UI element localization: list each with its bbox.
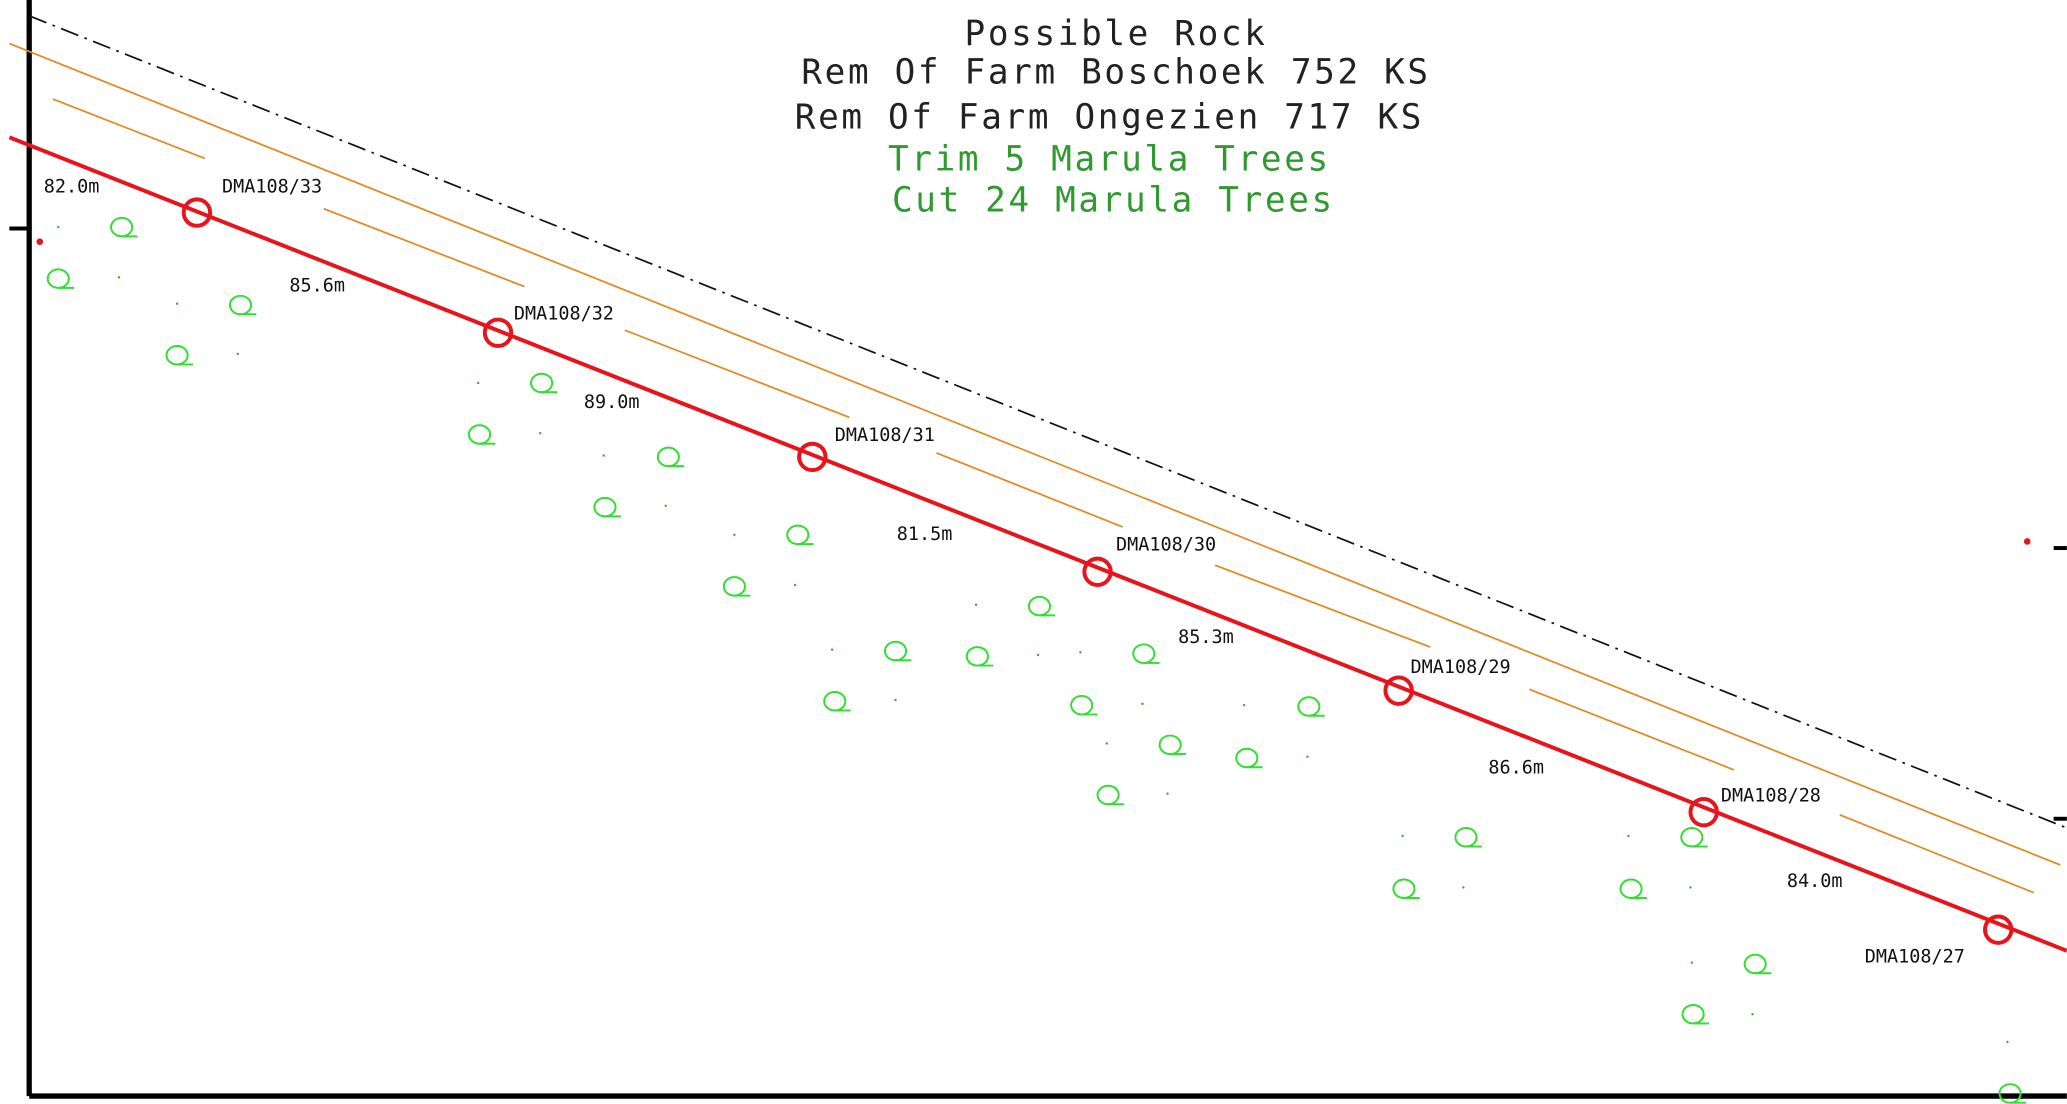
tree-dot xyxy=(539,431,542,435)
pole-label: DMA108/29 xyxy=(1411,657,1511,678)
tree xyxy=(786,524,814,546)
tree xyxy=(1619,878,1647,899)
servitude-segments xyxy=(52,98,2035,894)
header-line: Rem Of Farm Ongezien 717 KS xyxy=(795,97,1424,137)
note-line: Trim 5 Marula Trees xyxy=(888,140,1331,180)
servitude-line xyxy=(9,42,2061,866)
span-label: 85.3m xyxy=(1178,627,1234,648)
trees xyxy=(46,216,2026,1104)
tree-dot xyxy=(57,225,60,229)
tree-dot xyxy=(1036,653,1040,657)
pole-label: DMA108/30 xyxy=(1116,534,1216,555)
tree-dot xyxy=(236,352,240,356)
tree-dot xyxy=(793,583,797,587)
tree xyxy=(1235,747,1263,769)
tree xyxy=(1454,827,1482,848)
tree-dot xyxy=(1627,834,1630,838)
tree-dot xyxy=(1401,834,1404,838)
pole-label: DMA108/31 xyxy=(835,425,935,446)
tree-dot xyxy=(175,302,179,305)
note-line: Cut 24 Marula Trees xyxy=(892,181,1335,221)
tree-dot xyxy=(830,648,834,651)
tree xyxy=(1297,696,1325,717)
tree-dot xyxy=(974,603,978,607)
segment xyxy=(1214,564,1431,648)
segment xyxy=(1839,813,2035,894)
span-label: 86.6m xyxy=(1488,758,1544,779)
tree xyxy=(883,640,912,662)
segment xyxy=(1529,688,1735,771)
tree xyxy=(1027,595,1056,617)
tree xyxy=(1680,827,1708,848)
tree xyxy=(1743,953,1772,975)
pole xyxy=(1982,914,2014,945)
tree-dot xyxy=(1690,961,1693,964)
tree-dot xyxy=(1462,886,1465,889)
tree-dot xyxy=(1306,755,1309,758)
tree xyxy=(656,446,685,468)
tree-dot xyxy=(117,276,121,279)
tree xyxy=(165,345,193,366)
pole-label: DMA108/33 xyxy=(222,177,322,198)
header-line: Possible Rock xyxy=(965,14,1268,54)
tree-dot xyxy=(1079,651,1082,654)
tree xyxy=(1998,1083,2026,1104)
pole-label: DMA108/28 xyxy=(1721,785,1821,806)
tree-dot xyxy=(894,698,897,702)
poles: DMA108/33 DMA108/32 DMA108/31 DMA108/30 DMA1… xyxy=(44,177,2014,967)
span-label: 84.0m xyxy=(1787,871,1843,892)
tree xyxy=(722,576,751,597)
segment xyxy=(936,452,1123,528)
header: Possible Rock Rem Of Farm Boschoek 752 K… xyxy=(795,14,1430,221)
tree xyxy=(110,216,138,238)
tree-dot xyxy=(477,381,480,385)
tree-dot xyxy=(1105,742,1108,745)
span-label: 81.5m xyxy=(897,524,953,545)
pole xyxy=(1082,556,1113,587)
pole xyxy=(1383,675,1414,706)
tree-dot xyxy=(1166,792,1169,795)
tree-dot xyxy=(1689,886,1692,889)
tree-dot xyxy=(733,533,736,537)
tree xyxy=(467,424,496,445)
tree-dot xyxy=(602,454,605,457)
tree xyxy=(1132,643,1160,664)
tree-dot xyxy=(2006,1040,2009,1044)
span-label: 89.0m xyxy=(584,392,640,413)
tree xyxy=(530,372,558,394)
segment xyxy=(323,207,525,288)
span-label: 85.6m xyxy=(289,276,345,297)
tree-dot xyxy=(1242,703,1246,707)
power-line xyxy=(8,135,2067,953)
pole xyxy=(1688,796,1719,828)
span-label: 82.0m xyxy=(44,177,100,198)
tree xyxy=(228,294,257,316)
tree xyxy=(823,690,851,712)
pole-label: DMA108/32 xyxy=(514,303,614,324)
pole-label: DMA108/27 xyxy=(1865,946,1965,967)
pole xyxy=(797,441,828,473)
marker-dot xyxy=(2023,538,2031,545)
pole xyxy=(482,317,514,348)
tree xyxy=(1681,1003,1709,1025)
tree xyxy=(1392,878,1420,899)
tree xyxy=(1096,784,1124,806)
tree xyxy=(965,646,994,667)
tree xyxy=(593,496,621,518)
segment xyxy=(52,98,206,160)
tree xyxy=(46,268,75,289)
boundary-line xyxy=(28,15,2067,829)
header-line: Rem Of Farm Boschoek 752 KS xyxy=(801,52,1430,92)
tree-dot xyxy=(1751,1013,1754,1016)
marker-dot xyxy=(36,238,44,245)
pole xyxy=(181,197,213,228)
segment xyxy=(624,329,850,419)
tree xyxy=(1070,694,1098,716)
tree-dot xyxy=(664,504,667,507)
tree xyxy=(1158,734,1187,756)
tree-dot xyxy=(1141,702,1144,706)
